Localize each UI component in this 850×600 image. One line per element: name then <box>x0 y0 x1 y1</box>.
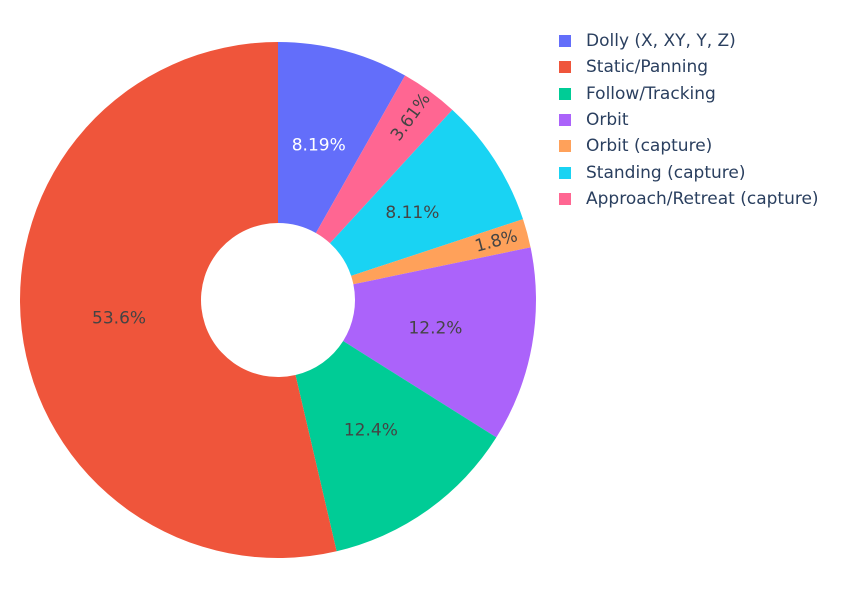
legend-item-standing-capture[interactable]: Standing (capture) <box>559 159 819 185</box>
legend-item-orbit-capture[interactable]: Orbit (capture) <box>559 133 819 159</box>
legend-swatch <box>559 87 571 100</box>
slice-approach-retreat-capture[interactable] <box>315 75 453 244</box>
legend: Dolly (X, XY, Y, Z) Static/Panning Follow/… <box>559 28 819 212</box>
slice-orbit-capture[interactable] <box>351 219 531 285</box>
legend-swatch <box>559 35 571 48</box>
legend-label: Follow/Tracking <box>586 83 716 104</box>
legend-item-dolly-x-xy-y-z[interactable]: Dolly (X, XY, Y, Z) <box>559 28 819 54</box>
slice-label-standing-capture: 8.11% <box>385 203 439 223</box>
slice-label-follow-tracking: 12.4% <box>344 420 398 440</box>
slice-orbit[interactable] <box>343 247 536 438</box>
legend-label: Standing (capture) <box>586 162 746 183</box>
legend-item-orbit[interactable]: Orbit <box>559 107 819 133</box>
legend-item-follow-tracking[interactable]: Follow/Tracking <box>559 81 819 107</box>
slice-standing-capture[interactable] <box>330 109 524 276</box>
legend-item-static-panning[interactable]: Static/Panning <box>559 54 819 80</box>
legend-label: Approach/Retreat (capture) <box>586 188 819 209</box>
legend-label: Dolly (X, XY, Y, Z) <box>586 31 736 52</box>
legend-item-approach-retreat-capture[interactable]: Approach/Retreat (capture) <box>559 186 819 212</box>
legend-label: Static/Panning <box>586 57 709 78</box>
slice-follow-tracking[interactable] <box>295 341 497 552</box>
legend-swatch <box>559 166 571 179</box>
slice-label-orbit: 12.2% <box>408 318 462 338</box>
slice-label-static-panning: 53.6% <box>92 308 146 328</box>
slice-dolly-x-xy-y-z[interactable] <box>278 42 406 233</box>
legend-swatch <box>559 114 571 127</box>
slice-label-dolly-x-xy-y-z: 8.19% <box>292 135 346 155</box>
legend-label: Orbit (capture) <box>586 136 713 157</box>
legend-label: Orbit <box>586 110 629 131</box>
slice-static-panning[interactable] <box>20 42 337 558</box>
legend-swatch <box>559 140 571 153</box>
legend-swatch <box>559 192 571 205</box>
legend-swatch <box>559 61 571 74</box>
